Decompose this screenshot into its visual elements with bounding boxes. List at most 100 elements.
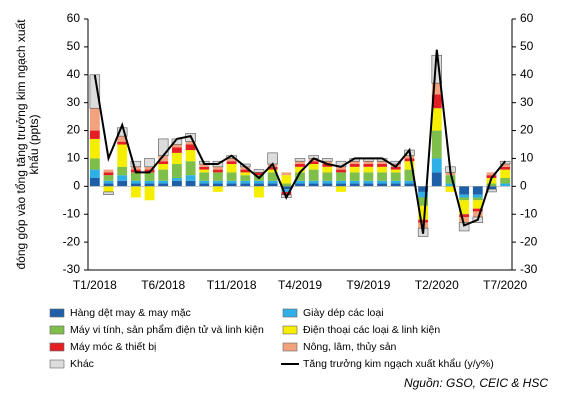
- bar-segment: [281, 175, 292, 184]
- bar-segment: [199, 183, 210, 187]
- y-tick-label: -30: [63, 262, 81, 276]
- bar-segment: [281, 191, 292, 195]
- legend-swatch: [49, 308, 65, 318]
- bar-segment: [404, 158, 415, 162]
- bar-segment: [117, 180, 128, 187]
- bar-segment: [363, 164, 374, 167]
- bar-segment: [322, 161, 333, 165]
- bar-segment: [294, 158, 306, 162]
- bar-segment: [185, 144, 196, 151]
- bar-segment: [404, 169, 415, 181]
- bar-segment: [103, 180, 114, 184]
- bar-segment: [199, 180, 210, 184]
- y2-tick-label: 20: [520, 123, 534, 137]
- bar-segment: [295, 161, 305, 165]
- bar-segment: [418, 186, 429, 192]
- bar-segment: [486, 183, 497, 187]
- bar-segment: [103, 183, 114, 187]
- y2-tick-label: 40: [520, 67, 534, 81]
- bar-segment: [89, 108, 100, 131]
- y2-tick-label: -20: [520, 234, 538, 248]
- legend-label: Khác: [70, 358, 94, 370]
- bar-segment: [459, 217, 470, 223]
- bar-segment: [308, 161, 319, 165]
- bar-segment: [336, 166, 346, 170]
- bar-segment: [171, 164, 182, 178]
- y-tick-label: 30: [67, 95, 81, 109]
- bar-segment: [295, 183, 305, 187]
- legend-swatch: [49, 359, 65, 369]
- y-tick-label: 0: [73, 179, 80, 193]
- bar-segment: [267, 169, 278, 173]
- bar-segment: [295, 166, 305, 173]
- legend-swatch: [49, 342, 65, 352]
- bar-segment: [213, 183, 223, 187]
- bar-segment: [240, 172, 251, 176]
- bar-segment: [253, 169, 265, 173]
- x-tick-label: T7/2020: [483, 278, 527, 292]
- bar-segment: [240, 175, 251, 181]
- bar-segment: [281, 186, 292, 190]
- bar-segment: [377, 161, 387, 165]
- bar-segment: [500, 177, 511, 184]
- bar-segment: [254, 172, 264, 176]
- bar-segment: [308, 180, 319, 184]
- bar-segment: [459, 200, 470, 215]
- bar-segment: [281, 183, 292, 187]
- y-tick-label: 60: [67, 11, 81, 25]
- bar-segment: [363, 180, 374, 184]
- bar-segment: [144, 180, 155, 184]
- bar-segment: [431, 172, 442, 187]
- bar-segment: [144, 172, 155, 181]
- bar-segment: [363, 166, 374, 173]
- bar-segment: [267, 152, 278, 165]
- bar-segment: [295, 172, 305, 181]
- bar-segment: [404, 155, 415, 159]
- bar-segment: [240, 166, 251, 170]
- bar-segment: [89, 74, 101, 109]
- bar-segment: [171, 152, 182, 165]
- bar-segment: [281, 189, 292, 192]
- bar-segment: [486, 186, 497, 190]
- legend-swatch: [282, 325, 298, 335]
- bar-segment: [377, 164, 387, 167]
- bar-segment: [267, 180, 278, 184]
- x-tick-label: T2/2020: [415, 278, 459, 292]
- bar-segment: [472, 208, 483, 212]
- bar-segment: [213, 172, 223, 181]
- bar-segment: [158, 183, 169, 187]
- bar-segment: [117, 166, 128, 176]
- bar-segment: [158, 155, 169, 162]
- bar-segment: [267, 166, 278, 170]
- bar-segment: [213, 186, 223, 192]
- bar-segment: [199, 164, 210, 167]
- bar-segment: [377, 180, 387, 184]
- bar-segment: [445, 183, 456, 187]
- legend-swatch: [282, 342, 298, 352]
- y-tick-label: 20: [67, 123, 81, 137]
- bar-segment: [199, 172, 210, 181]
- bar-segment: [226, 158, 237, 162]
- bar-segment: [390, 180, 401, 184]
- bar-segment: [404, 161, 415, 170]
- legend-swatch: [282, 308, 298, 318]
- bar-segment: [431, 158, 442, 173]
- bar-segment: [363, 172, 374, 181]
- bar-segment: [377, 183, 387, 187]
- bar-segment: [349, 166, 360, 173]
- bar-segment: [89, 138, 100, 159]
- bar-segment: [418, 197, 429, 206]
- bar-segment: [377, 166, 387, 173]
- bar-segment: [349, 172, 360, 181]
- bar-segment: [103, 175, 114, 181]
- bar-segment: [390, 166, 401, 170]
- y2-tick-label: 50: [520, 39, 534, 53]
- bar-segment: [130, 183, 141, 187]
- legend-label: Máy vi tính, sản phẩm điện tử và linh ki…: [70, 324, 264, 336]
- bar-segment: [89, 169, 100, 178]
- bar-segment: [322, 166, 333, 173]
- x-tick-label: T11/2018: [207, 278, 257, 292]
- y-tick-label: 10: [67, 151, 81, 165]
- bar-segment: [459, 214, 470, 218]
- bar-segment: [240, 183, 251, 187]
